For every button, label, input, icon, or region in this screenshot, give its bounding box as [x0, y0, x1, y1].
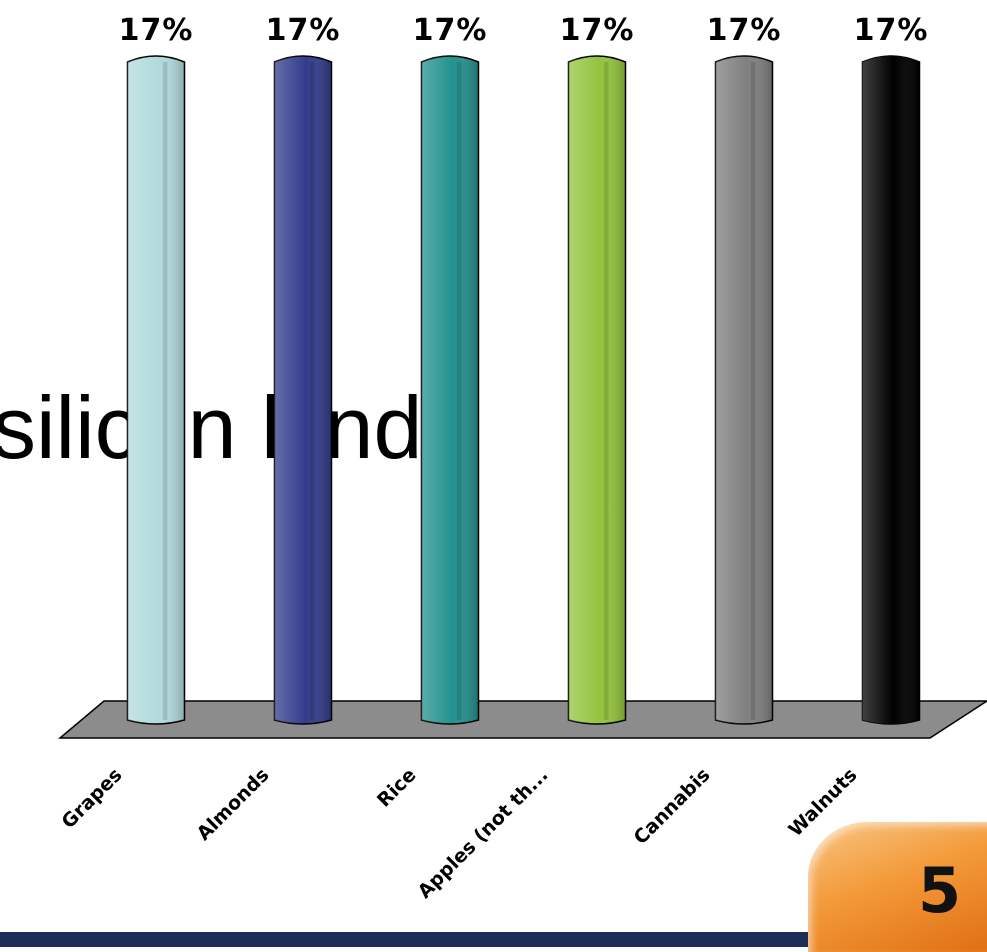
bar-3 [420, 55, 480, 725]
bar-shading [127, 56, 185, 724]
bar-shading [862, 56, 920, 724]
bars-group [126, 55, 921, 725]
bar-1 [126, 55, 186, 725]
value-labels-group: 17% 17% 17% 17% 17% 17% [119, 13, 929, 48]
bar-shading [274, 56, 332, 724]
category-label-3: Rice [373, 764, 421, 812]
bar-shading [568, 56, 626, 724]
value-label-5: 17% [707, 13, 782, 48]
value-label-4: 17% [560, 13, 635, 48]
bar-shading [715, 56, 773, 724]
bar-2 [273, 55, 333, 725]
bar-5 [714, 55, 774, 725]
value-label-6: 17% [854, 13, 929, 48]
bar-6 [861, 55, 921, 725]
bar-highlight [750, 62, 756, 720]
slide-body-text: silicon kind) [0, 378, 452, 477]
bar-highlight [456, 62, 462, 720]
category-label-4: Apples (not th... [414, 764, 553, 903]
category-label-5: Cannabis [630, 764, 715, 849]
chart-floor [57, 700, 987, 739]
footer-band [0, 932, 987, 947]
bar-highlight [309, 62, 315, 720]
page-number-badge: 5 [808, 822, 987, 952]
bar-highlight [162, 62, 168, 720]
bar-shading [421, 56, 479, 724]
bar-highlight [897, 62, 903, 720]
bar-highlight [603, 62, 609, 720]
value-label-1: 17% [119, 13, 194, 48]
bar-4 [567, 55, 627, 725]
value-label-3: 17% [413, 13, 488, 48]
category-label-1: Grapes [58, 764, 127, 833]
page-number: 5 [918, 854, 962, 927]
value-label-2: 17% [266, 13, 341, 48]
category-label-2: Almonds [193, 764, 274, 845]
